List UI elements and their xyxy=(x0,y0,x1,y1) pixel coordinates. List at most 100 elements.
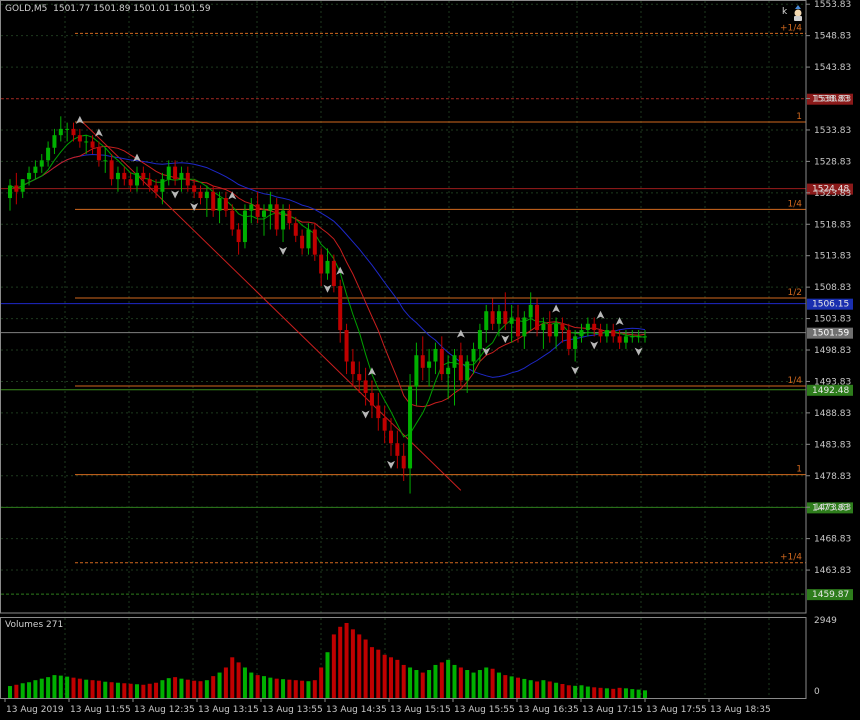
candle-body xyxy=(623,336,628,343)
volume-bar xyxy=(535,681,540,698)
volume-bar xyxy=(604,688,609,698)
fibo-fan: +1/4 1 1/4 1/2 1/4 1 +1/4 xyxy=(75,23,806,564)
volume-bar xyxy=(465,670,470,698)
ma-mid-line xyxy=(9,134,646,438)
volume-bar xyxy=(192,680,197,698)
candle-body xyxy=(344,330,349,362)
candle-body xyxy=(554,323,559,337)
volume-bar xyxy=(115,682,120,698)
fractal-down-arrow-icon xyxy=(482,347,491,356)
fibo-level-label: +1/4 xyxy=(780,23,802,33)
price-tick-label: 1548.83 xyxy=(814,32,851,42)
fractal-up-arrow-icon xyxy=(596,310,605,319)
price-tick-label: 1553.83 xyxy=(814,0,851,10)
symbol-info: GOLD,M5 1501.77 1501.89 1501.01 1501.59 xyxy=(5,4,211,14)
candle-body xyxy=(389,430,393,444)
fractal-down-arrow-icon xyxy=(323,284,332,293)
price-tick-label: 1538.83 xyxy=(814,95,851,105)
volume-bar xyxy=(198,681,203,698)
volume-bar xyxy=(446,659,451,698)
volume-bar xyxy=(573,685,578,698)
volume-bar xyxy=(242,667,247,698)
volume-bar xyxy=(46,677,51,698)
candle-body xyxy=(414,355,419,387)
price-tick-label: 1478.83 xyxy=(814,472,851,482)
volume-bar xyxy=(14,684,19,698)
candle-body xyxy=(185,172,190,186)
ea-letter: k xyxy=(782,7,788,17)
candle-body xyxy=(585,323,590,331)
volume-bar xyxy=(566,685,571,698)
volume-bar xyxy=(350,629,355,698)
volume-bar xyxy=(477,670,482,698)
volume-bar xyxy=(458,667,463,698)
expert-advisor-status[interactable]: k xyxy=(782,5,804,23)
timeframe: M5 xyxy=(33,4,48,14)
current-price-label: 1501.59 xyxy=(812,329,849,339)
candle-body xyxy=(630,336,635,338)
volume-bar xyxy=(300,680,305,698)
volume-bar xyxy=(560,684,565,698)
volume-bar xyxy=(509,676,514,698)
candle-body xyxy=(369,392,374,406)
volume-bar xyxy=(585,686,590,698)
time-tick-label: 13 Aug 2019 xyxy=(6,705,64,715)
volume-bar xyxy=(135,684,139,698)
fibo-level-label: 1/4 xyxy=(788,376,803,386)
horizontal-lines: 1538.83 1524.48 1506.15 1492.48 1473.83 1459.… xyxy=(1,93,853,601)
volume-bar xyxy=(281,679,286,698)
candle-body xyxy=(173,166,178,180)
volume-bar xyxy=(617,687,622,698)
time-tick-label: 13 Aug 11:55 xyxy=(70,705,131,715)
volume-bar xyxy=(128,683,133,698)
candle-body xyxy=(338,286,343,331)
volume-bar xyxy=(636,689,641,698)
candle-body xyxy=(541,323,546,331)
price-tick-label: 1523.83 xyxy=(814,189,851,199)
volume-bar xyxy=(71,677,76,698)
price-tick-label: 1463.83 xyxy=(814,566,851,576)
volume-frame xyxy=(0,617,807,699)
volume-bar xyxy=(401,664,406,698)
fractal-down-arrow-icon xyxy=(590,341,599,350)
volume-bar xyxy=(33,680,38,698)
candle-body xyxy=(268,204,273,211)
grid xyxy=(1,1,806,698)
volume-bar xyxy=(592,687,597,698)
candle-body xyxy=(312,229,317,255)
volume-bar xyxy=(65,676,70,698)
volume-bar xyxy=(427,670,432,698)
volume-bar xyxy=(274,678,279,698)
candle-body xyxy=(592,323,597,331)
candle-body xyxy=(458,355,463,381)
candle-body xyxy=(496,311,501,324)
volume-bar xyxy=(357,634,362,698)
volume-bar xyxy=(369,647,374,698)
candle-body xyxy=(509,317,514,324)
candle-body xyxy=(242,210,247,243)
fractal-up-arrow-icon xyxy=(367,367,376,376)
volume-bar xyxy=(382,654,387,698)
volume-bar xyxy=(338,626,343,698)
candle-body xyxy=(300,235,305,249)
fractals xyxy=(75,115,643,469)
candle-body xyxy=(420,355,425,368)
candle-body xyxy=(223,198,228,211)
candle-body xyxy=(598,330,603,337)
candle-body xyxy=(262,210,266,217)
fibo-level-label: 1/2 xyxy=(788,288,802,298)
volume-bar xyxy=(541,680,546,698)
candle-body xyxy=(14,185,19,192)
fractal-up-arrow-icon xyxy=(94,128,103,137)
price-tick-label: 1513.83 xyxy=(814,252,851,262)
ohlc-values: 1501.77 1501.89 1501.01 1501.59 xyxy=(53,4,211,14)
candle-body xyxy=(20,179,25,192)
volume-bar xyxy=(287,679,292,698)
price-tag xyxy=(807,502,853,514)
price-tick-label: 1528.83 xyxy=(814,157,851,167)
price-tick-label: 1533.83 xyxy=(814,126,851,136)
price-tick-label: 1483.83 xyxy=(814,440,851,450)
volume-bar xyxy=(58,675,63,698)
